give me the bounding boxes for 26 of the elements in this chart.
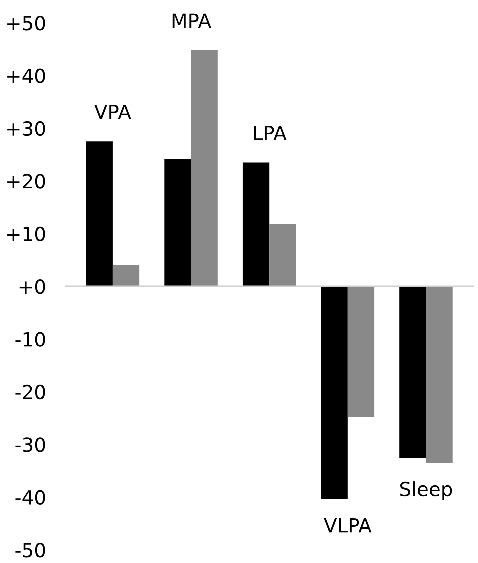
bar bbox=[112, 265, 140, 287]
x-tick-label: VLPA bbox=[324, 518, 372, 533]
y-tick-label: -20 bbox=[16, 384, 46, 400]
x-tick-label: LPA bbox=[254, 126, 287, 140]
x-tick-label: MPA bbox=[172, 14, 212, 28]
y-tick-label: +10 bbox=[8, 226, 46, 242]
bar bbox=[400, 286, 426, 458]
y-tick-label: +40 bbox=[8, 68, 46, 84]
bar bbox=[242, 162, 270, 287]
y-tick-label: -50 bbox=[16, 543, 46, 558]
bar bbox=[321, 286, 348, 500]
bar bbox=[426, 286, 453, 464]
x-tick-label: VPA bbox=[94, 104, 132, 120]
y-tick-label: +20 bbox=[8, 174, 46, 189]
bar bbox=[86, 142, 113, 287]
y-tick-label: +0 bbox=[20, 280, 46, 294]
y-tick-label: -30 bbox=[16, 438, 46, 452]
bar bbox=[270, 224, 296, 287]
x-tick-label: Sleep bbox=[400, 482, 452, 500]
bar bbox=[348, 286, 375, 418]
y-tick-label: -40 bbox=[16, 490, 46, 506]
y-tick-label: +30 bbox=[8, 121, 46, 136]
y-tick-label: +50 bbox=[8, 16, 46, 31]
bar bbox=[191, 50, 218, 287]
bar bbox=[164, 159, 192, 287]
y-tick-label: -10 bbox=[16, 332, 46, 347]
